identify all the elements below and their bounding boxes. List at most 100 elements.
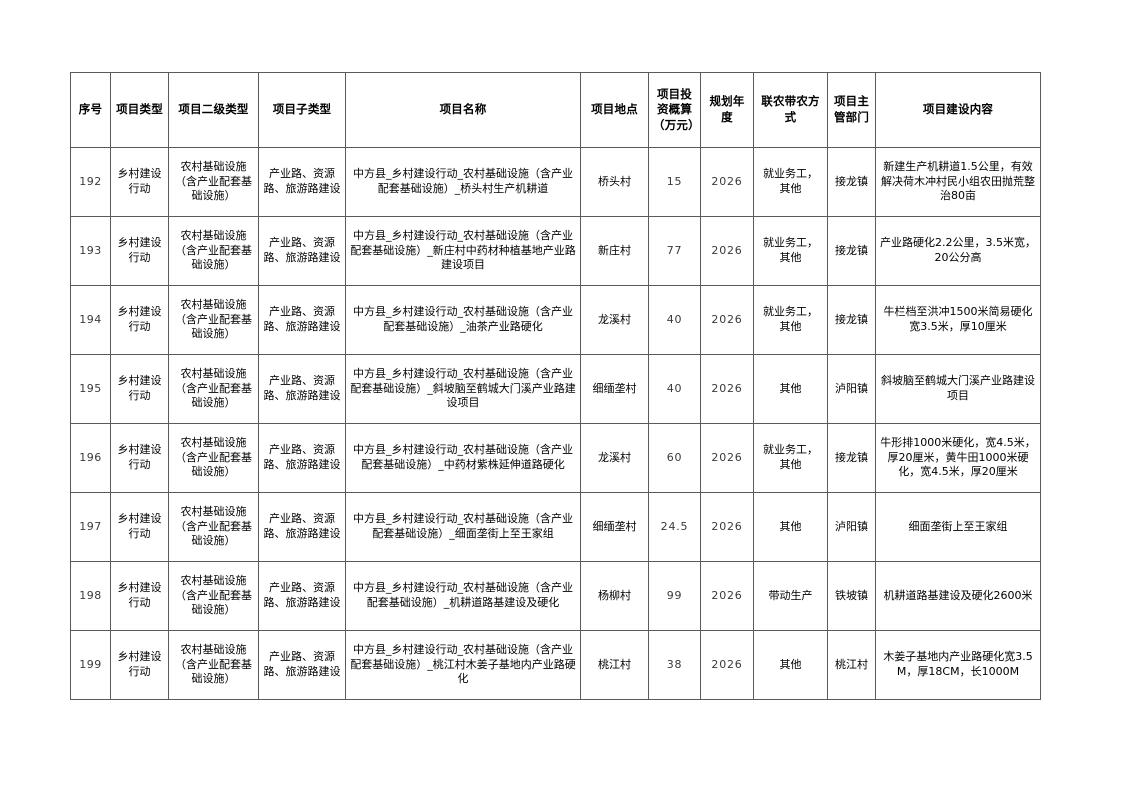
cell-managing-dept: 接龙镇 xyxy=(827,216,876,286)
cell-project-name: 中方县_乡村建设行动_农村基础设施（含产业配套基础设施）_桥头村生产机耕道 xyxy=(345,147,581,217)
column-header-type2: 项目二级类型 xyxy=(168,72,259,148)
cell-farmer-link: 其他 xyxy=(753,492,828,562)
column-header-dept: 项目主管部门 xyxy=(827,72,876,148)
table-row: 197 乡村建设行动 农村基础设施（含产业配套基础设施） 产业路、资源路、旅游路建设中… xyxy=(70,492,1041,562)
cell-project-type2: 农村基础设施（含产业配套基础设施） xyxy=(168,423,259,493)
cell-project-name: 中方县_乡村建设行动_农村基础设施（含产业配套基础设施）_斜坡脑至鹤城大门溪产业… xyxy=(345,354,581,424)
cell-managing-dept: 泸阳镇 xyxy=(827,354,876,424)
table-row: 196 乡村建设行动 农村基础设施（含产业配套基础设施） 产业路、资源路、旅游路建设中… xyxy=(70,423,1041,493)
cell-project-place: 细缅垄村 xyxy=(580,354,649,424)
cell-project-type: 乡村建设行动 xyxy=(110,216,169,286)
cell-project-type2: 农村基础设施（含产业配套基础设施） xyxy=(168,285,259,355)
cell-plan-year: 2026 xyxy=(700,561,754,631)
cell-project-subtype: 产业路、资源路、旅游路建设 xyxy=(258,561,346,631)
table-row: 199 乡村建设行动 农村基础设施（含产业配套基础设施） 产业路、资源路、旅游路建设中… xyxy=(70,630,1041,700)
cell-plan-year: 2026 xyxy=(700,216,754,286)
cell-project-budget: 40 xyxy=(648,354,701,424)
cell-construction-content: 细面垄街上至王家组 xyxy=(875,492,1041,562)
column-header-link: 联农带农方式 xyxy=(753,72,828,148)
cell-seq: 194 xyxy=(70,285,111,355)
cell-seq: 192 xyxy=(70,147,111,217)
cell-managing-dept: 桃江村 xyxy=(827,630,876,700)
column-header-year: 规划年度 xyxy=(700,72,754,148)
cell-project-subtype: 产业路、资源路、旅游路建设 xyxy=(258,630,346,700)
cell-plan-year: 2026 xyxy=(700,423,754,493)
cell-construction-content: 新建生产机耕道1.5公里，有效解决荷木冲村民小组农田抛荒整治80亩 xyxy=(875,147,1041,217)
cell-project-name: 中方县_乡村建设行动_农村基础设施（含产业配套基础设施）_机耕道路基建设及硬化 xyxy=(345,561,581,631)
cell-farmer-link: 带动生产 xyxy=(753,561,828,631)
table-row: 198 乡村建设行动 农村基础设施（含产业配套基础设施） 产业路、资源路、旅游路建设中… xyxy=(70,561,1041,631)
cell-project-budget: 38 xyxy=(648,630,701,700)
cell-project-budget: 40 xyxy=(648,285,701,355)
cell-project-subtype: 产业路、资源路、旅游路建设 xyxy=(258,147,346,217)
cell-seq: 196 xyxy=(70,423,111,493)
cell-project-type: 乡村建设行动 xyxy=(110,147,169,217)
cell-construction-content: 机耕道路基建设及硬化2600米 xyxy=(875,561,1041,631)
cell-plan-year: 2026 xyxy=(700,354,754,424)
cell-seq: 198 xyxy=(70,561,111,631)
cell-plan-year: 2026 xyxy=(700,147,754,217)
cell-farmer-link: 就业务工，其他 xyxy=(753,423,828,493)
cell-project-subtype: 产业路、资源路、旅游路建设 xyxy=(258,216,346,286)
column-header-content: 项目建设内容 xyxy=(875,72,1041,148)
cell-project-type2: 农村基础设施（含产业配套基础设施） xyxy=(168,216,259,286)
cell-seq: 195 xyxy=(70,354,111,424)
cell-managing-dept: 泸阳镇 xyxy=(827,492,876,562)
column-header-type: 项目类型 xyxy=(110,72,169,148)
cell-construction-content: 木姜子基地内产业路硬化宽3.5M，厚18CM，长1000M xyxy=(875,630,1041,700)
cell-project-place: 龙溪村 xyxy=(580,423,649,493)
table-header: 序号 项目类型 项目二级类型 项目子类型 项目名称 项目地点 项目投资概算（万元… xyxy=(70,72,1041,148)
cell-project-name: 中方县_乡村建设行动_农村基础设施（含产业配套基础设施）_新庄村中药材种植基地产… xyxy=(345,216,581,286)
column-header-name: 项目名称 xyxy=(345,72,581,148)
cell-project-subtype: 产业路、资源路、旅游路建设 xyxy=(258,492,346,562)
cell-project-place: 新庄村 xyxy=(580,216,649,286)
cell-project-name: 中方县_乡村建设行动_农村基础设施（含产业配套基础设施）_油茶产业路硬化 xyxy=(345,285,581,355)
cell-project-type2: 农村基础设施（含产业配套基础设施） xyxy=(168,492,259,562)
cell-project-budget: 15 xyxy=(648,147,701,217)
cell-project-name: 中方县_乡村建设行动_农村基础设施（含产业配套基础设施）_细面垄街上至王家组 xyxy=(345,492,581,562)
cell-construction-content: 斜坡脑至鹤城大门溪产业路建设项目 xyxy=(875,354,1041,424)
cell-project-subtype: 产业路、资源路、旅游路建设 xyxy=(258,285,346,355)
cell-project-type2: 农村基础设施（含产业配套基础设施） xyxy=(168,630,259,700)
column-header-seq: 序号 xyxy=(70,72,111,148)
cell-plan-year: 2026 xyxy=(700,285,754,355)
cell-plan-year: 2026 xyxy=(700,492,754,562)
cell-seq: 197 xyxy=(70,492,111,562)
cell-project-budget: 60 xyxy=(648,423,701,493)
cell-project-budget: 77 xyxy=(648,216,701,286)
cell-project-budget: 24.5 xyxy=(648,492,701,562)
cell-project-place: 细缅垄村 xyxy=(580,492,649,562)
cell-plan-year: 2026 xyxy=(700,630,754,700)
column-header-place: 项目地点 xyxy=(580,72,649,148)
cell-project-name: 中方县_乡村建设行动_农村基础设施（含产业配套基础设施）_中药材紫株延伸道路硬化 xyxy=(345,423,581,493)
table-row: 193 乡村建设行动 农村基础设施（含产业配套基础设施） 产业路、资源路、旅游路建设中… xyxy=(70,216,1041,286)
project-plan-table: 序号 项目类型 项目二级类型 项目子类型 项目名称 项目地点 项目投资概算（万元… xyxy=(70,72,1041,700)
cell-seq: 193 xyxy=(70,216,111,286)
cell-project-budget: 99 xyxy=(648,561,701,631)
project-table-container: 序号 项目类型 项目二级类型 项目子类型 项目名称 项目地点 项目投资概算（万元… xyxy=(70,72,1041,700)
column-header-budget: 项目投资概算（万元） xyxy=(648,72,701,148)
cell-project-type2: 农村基础设施（含产业配套基础设施） xyxy=(168,147,259,217)
table-row: 192 乡村建设行动 农村基础设施（含产业配套基础设施） 产业路、资源路、旅游路建设中… xyxy=(70,147,1041,217)
cell-project-subtype: 产业路、资源路、旅游路建设 xyxy=(258,423,346,493)
cell-project-type: 乡村建设行动 xyxy=(110,492,169,562)
cell-construction-content: 牛栏档至洪冲1500米简易硬化宽3.5米，厚10厘米 xyxy=(875,285,1041,355)
cell-construction-content: 牛形排1000米硬化，宽4.5米，厚20厘米，黄牛田1000米硬化，宽4.5米，… xyxy=(875,423,1041,493)
cell-farmer-link: 就业务工，其他 xyxy=(753,147,828,217)
cell-managing-dept: 接龙镇 xyxy=(827,423,876,493)
cell-farmer-link: 其他 xyxy=(753,630,828,700)
cell-project-place: 杨柳村 xyxy=(580,561,649,631)
cell-managing-dept: 接龙镇 xyxy=(827,285,876,355)
table-row: 195 乡村建设行动 农村基础设施（含产业配套基础设施） 产业路、资源路、旅游路建设中… xyxy=(70,354,1041,424)
cell-managing-dept: 铁坡镇 xyxy=(827,561,876,631)
cell-project-place: 桥头村 xyxy=(580,147,649,217)
cell-seq: 199 xyxy=(70,630,111,700)
cell-project-type2: 农村基础设施（含产业配套基础设施） xyxy=(168,354,259,424)
cell-construction-content: 产业路硬化2.2公里，3.5米宽，20公分高 xyxy=(875,216,1041,286)
cell-project-type: 乡村建设行动 xyxy=(110,354,169,424)
header-row: 序号 项目类型 项目二级类型 项目子类型 项目名称 项目地点 项目投资概算（万元… xyxy=(70,72,1041,148)
cell-project-type: 乡村建设行动 xyxy=(110,630,169,700)
cell-project-subtype: 产业路、资源路、旅游路建设 xyxy=(258,354,346,424)
cell-project-type: 乡村建设行动 xyxy=(110,285,169,355)
